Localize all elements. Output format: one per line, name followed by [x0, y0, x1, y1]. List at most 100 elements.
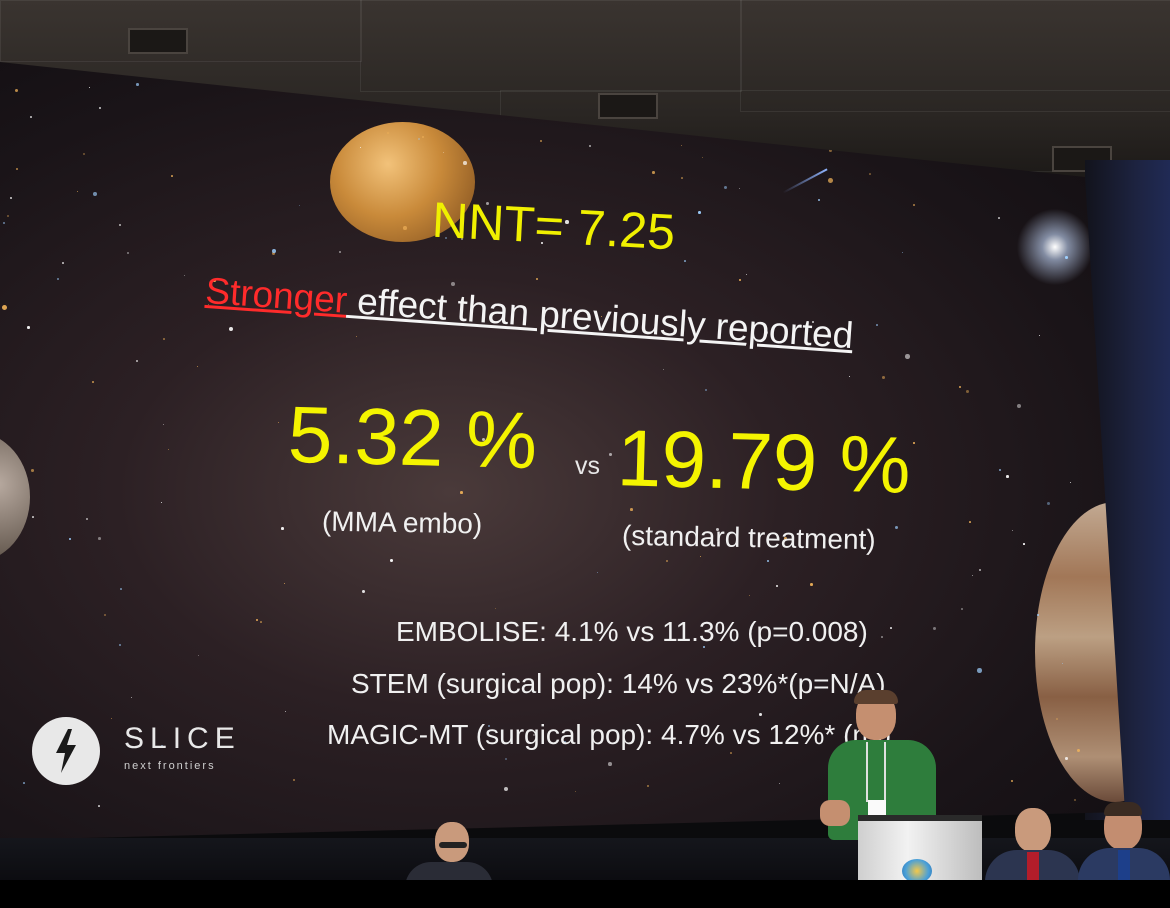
star	[1056, 718, 1059, 721]
star	[810, 583, 813, 586]
star	[881, 636, 883, 638]
star	[30, 116, 32, 118]
headline-emphasis: Stronger	[204, 270, 349, 321]
panelist-left	[405, 822, 493, 888]
star	[536, 278, 539, 281]
star	[27, 326, 30, 329]
star	[278, 422, 280, 424]
star	[272, 249, 276, 253]
star	[589, 145, 592, 148]
star	[1011, 780, 1014, 783]
star	[575, 791, 577, 793]
star	[1039, 335, 1041, 337]
venus-planet	[330, 122, 475, 242]
star	[104, 614, 107, 617]
study-line-embolise: EMBOLISE: 4.1% vs 11.3% (p=0.008)	[396, 616, 868, 647]
star	[1065, 757, 1068, 760]
star	[1006, 475, 1009, 478]
star	[681, 145, 682, 146]
star	[876, 324, 878, 326]
podium-logo	[902, 859, 932, 883]
star	[895, 526, 898, 529]
star	[972, 575, 974, 577]
nnt-heading: NNT= 7.25	[430, 191, 677, 261]
star	[597, 572, 599, 574]
star	[533, 734, 536, 737]
star	[849, 376, 851, 378]
star	[229, 327, 234, 332]
star	[127, 252, 130, 255]
star	[387, 132, 390, 135]
star	[647, 785, 650, 788]
star	[974, 106, 976, 108]
star	[880, 122, 883, 125]
star	[260, 621, 262, 623]
star	[831, 142, 834, 145]
star	[765, 331, 768, 334]
mercury-planet	[0, 432, 30, 562]
star	[403, 226, 407, 230]
star	[634, 213, 636, 215]
star	[913, 204, 915, 206]
star	[136, 83, 139, 86]
star	[565, 220, 569, 224]
star	[161, 502, 163, 504]
star	[32, 516, 34, 518]
star	[1023, 543, 1025, 545]
star	[779, 783, 781, 785]
star	[818, 199, 821, 202]
star	[360, 147, 362, 149]
star	[293, 779, 296, 782]
star	[977, 668, 982, 673]
star	[390, 559, 393, 562]
star	[15, 89, 18, 92]
star	[890, 627, 892, 629]
star	[716, 528, 719, 531]
star	[299, 205, 301, 207]
podium	[858, 815, 982, 891]
star	[719, 77, 722, 80]
star	[184, 275, 186, 277]
star	[1062, 663, 1064, 665]
star	[504, 787, 509, 792]
star	[272, 252, 276, 256]
star	[541, 242, 544, 245]
star	[969, 521, 971, 523]
label-mma: (MMA embo)	[321, 505, 483, 540]
star	[1069, 133, 1071, 135]
star	[451, 282, 455, 286]
headline: Stronger effect than previously reported	[204, 270, 855, 357]
star	[1012, 530, 1014, 532]
star	[198, 655, 200, 657]
star	[418, 138, 420, 140]
bottom-frame	[0, 880, 1170, 908]
star	[1017, 404, 1022, 409]
star	[2, 305, 7, 310]
vs-label: vs	[575, 452, 600, 480]
star	[171, 175, 173, 177]
star	[31, 469, 34, 472]
star	[739, 279, 742, 282]
star	[608, 762, 612, 766]
star	[16, 168, 19, 171]
star	[463, 161, 467, 165]
star	[702, 157, 704, 159]
star	[882, 376, 885, 379]
star	[925, 141, 927, 143]
star	[208, 304, 210, 306]
star	[601, 316, 603, 318]
panelist-center-right	[985, 806, 1080, 886]
slice-logo-tagline: next frontiers	[124, 760, 216, 772]
star	[62, 262, 64, 264]
star	[131, 697, 133, 699]
star	[746, 274, 747, 275]
star	[495, 608, 496, 609]
star	[98, 537, 101, 540]
projection-screen: NNT= 7.25 Stronger effect than previousl…	[0, 52, 1125, 852]
star	[7, 215, 9, 217]
study-line-stem: STEM (surgical pop): 14% vs 23%*(p=N/A)	[351, 668, 886, 699]
star	[10, 197, 12, 199]
star	[168, 449, 170, 451]
star	[1070, 482, 1072, 484]
star	[57, 278, 59, 280]
